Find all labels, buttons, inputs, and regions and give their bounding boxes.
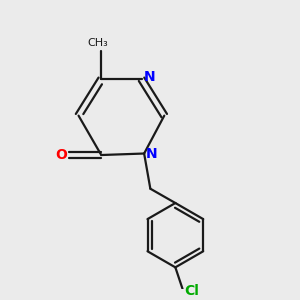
Text: N: N — [144, 70, 155, 85]
Text: Cl: Cl — [184, 284, 199, 298]
Text: O: O — [55, 148, 67, 162]
Text: CH₃: CH₃ — [87, 38, 108, 48]
Text: N: N — [146, 146, 158, 161]
